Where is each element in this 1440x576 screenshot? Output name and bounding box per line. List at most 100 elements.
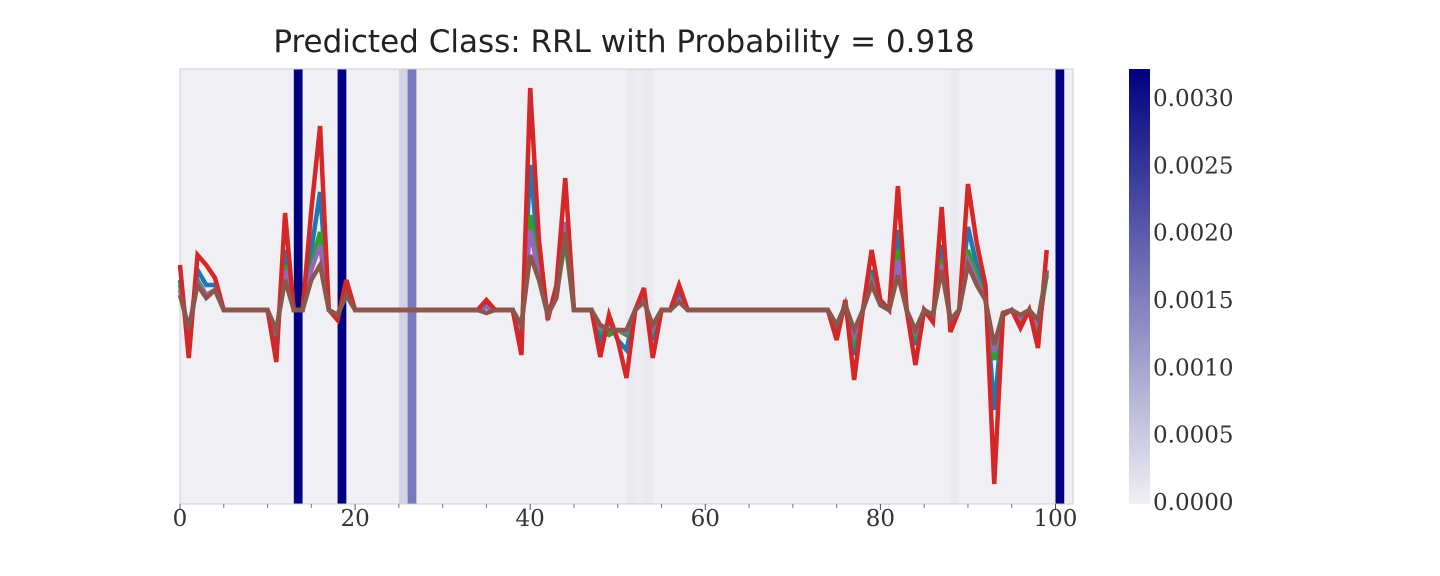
- heatmap-cell: [442, 69, 452, 504]
- heatmap-cell: [530, 69, 540, 504]
- heatmap-cell: [722, 69, 732, 504]
- heatmap-cell: [512, 69, 522, 504]
- heatmap-cell: [425, 69, 435, 504]
- heatmap-cell: [591, 69, 601, 504]
- series-line: [177, 231, 1049, 346]
- heatmap-cell: [1011, 69, 1021, 504]
- heatmap-cell: [950, 69, 960, 504]
- heatmap-cell: [775, 69, 785, 504]
- heatmap-cell: [250, 69, 260, 504]
- heatmap-cell: [801, 69, 811, 504]
- heatmap-cell: [827, 69, 838, 504]
- heatmap-cell: [355, 69, 365, 504]
- x-tick-label: 60: [691, 506, 720, 532]
- heatmap-cell: [696, 69, 706, 504]
- chart-title: Predicted Class: RRL with Probability = …: [273, 24, 974, 60]
- heatmap-cell: [407, 69, 417, 504]
- heatmap-cell: [915, 69, 925, 504]
- heatmap-cell: [460, 69, 470, 504]
- heatmap-cell: [1029, 69, 1039, 504]
- x-tick-label: 80: [866, 506, 895, 532]
- heatmap-cell: [223, 69, 233, 504]
- heatmap-cell: [985, 69, 995, 504]
- colorbar-tick-label: 0.0000: [1153, 490, 1233, 516]
- heatmap-cell: [416, 69, 426, 504]
- heatmap-cell: [714, 69, 724, 504]
- heatmap-cell: [810, 69, 820, 504]
- heatmap-cell: [556, 69, 566, 504]
- heatmap-cell: [749, 69, 759, 504]
- heatmap-cell: [617, 69, 627, 504]
- heatmap-cell: [1046, 69, 1056, 504]
- heatmap-cell: [687, 69, 697, 504]
- heatmap-cell: [784, 69, 794, 504]
- heatmap-cell: [635, 69, 645, 504]
- heatmap-cell: [258, 69, 268, 504]
- heatmap-cell: [924, 69, 934, 504]
- heatmap-cell: [906, 69, 916, 504]
- heatmap-cell: [967, 69, 978, 504]
- heatmap-cell: [180, 69, 190, 504]
- heatmap-cell: [626, 69, 636, 504]
- x-tick-label: 100: [1034, 506, 1078, 532]
- heatmap-cell: [311, 69, 321, 504]
- heatmap-cell: [390, 69, 400, 504]
- heatmap-cell: [854, 69, 864, 504]
- heatmap-cell: [337, 69, 347, 504]
- heatmap-cell: [1064, 69, 1074, 504]
- heatmap-cell: [819, 69, 829, 504]
- heatmap-cell: [740, 69, 750, 504]
- heatmap-cell: [381, 69, 391, 504]
- heatmap-cell: [1020, 69, 1030, 504]
- colorbar-tick-label: 0.0010: [1153, 355, 1233, 381]
- heatmap-cell: [372, 69, 382, 504]
- heatmap-cell: [398, 69, 409, 504]
- heatmap-cell: [836, 69, 846, 504]
- series-line: [177, 87, 1049, 485]
- heatmap-cell: [600, 69, 610, 504]
- heatmap-cell: [608, 69, 619, 504]
- heatmap-cell: [1055, 69, 1065, 504]
- heatmap-cell: [573, 69, 584, 504]
- heatmap-cell: [994, 69, 1004, 504]
- heatmap-cell: [661, 69, 671, 504]
- colorbar-tick-label: 0.0005: [1153, 423, 1233, 449]
- heatmap-cell: [451, 69, 461, 504]
- heatmap-cell: [792, 69, 802, 504]
- colorbar: [1129, 69, 1150, 504]
- colorbar-tick-label: 0.0025: [1153, 153, 1233, 179]
- heatmap-cell: [468, 69, 479, 504]
- heatmap-cell: [241, 69, 251, 504]
- heatmap-cell: [433, 69, 444, 504]
- heatmap-cell: [644, 69, 654, 504]
- colorbar-tick-label: 0.0020: [1153, 221, 1233, 247]
- heatmap-cell: [267, 69, 277, 504]
- heatmap-cell: [705, 69, 715, 504]
- x-tick-label: 0: [173, 506, 188, 532]
- heatmap-cell: [845, 69, 855, 504]
- x-tick-label: 40: [516, 506, 545, 532]
- heatmap-cell: [293, 69, 303, 504]
- heatmap-cell: [503, 69, 514, 504]
- heatmap-cell: [582, 69, 592, 504]
- heatmap-cell: [363, 69, 374, 504]
- heatmap-cell: [232, 69, 242, 504]
- heatmap-cell: [652, 69, 662, 504]
- heatmap-cell: [766, 69, 776, 504]
- heatmap-cell: [495, 69, 505, 504]
- heatmap-cell: [679, 69, 689, 504]
- heatmap-cell: [328, 69, 338, 504]
- colorbar-tick-label: 0.0015: [1153, 288, 1233, 314]
- heatmap-cell: [757, 69, 767, 504]
- heatmap-cell: [346, 69, 356, 504]
- x-tick-label: 20: [340, 506, 369, 532]
- heatmap-cell: [1002, 69, 1013, 504]
- heatmap-cell: [670, 69, 680, 504]
- heatmap-cell: [547, 69, 557, 504]
- heatmap-cell: [731, 69, 741, 504]
- heatmap-cell: [477, 69, 487, 504]
- colorbar-tick-label: 0.0030: [1153, 86, 1233, 112]
- heatmap-cell: [880, 69, 890, 504]
- heatmap-cell: [486, 69, 496, 504]
